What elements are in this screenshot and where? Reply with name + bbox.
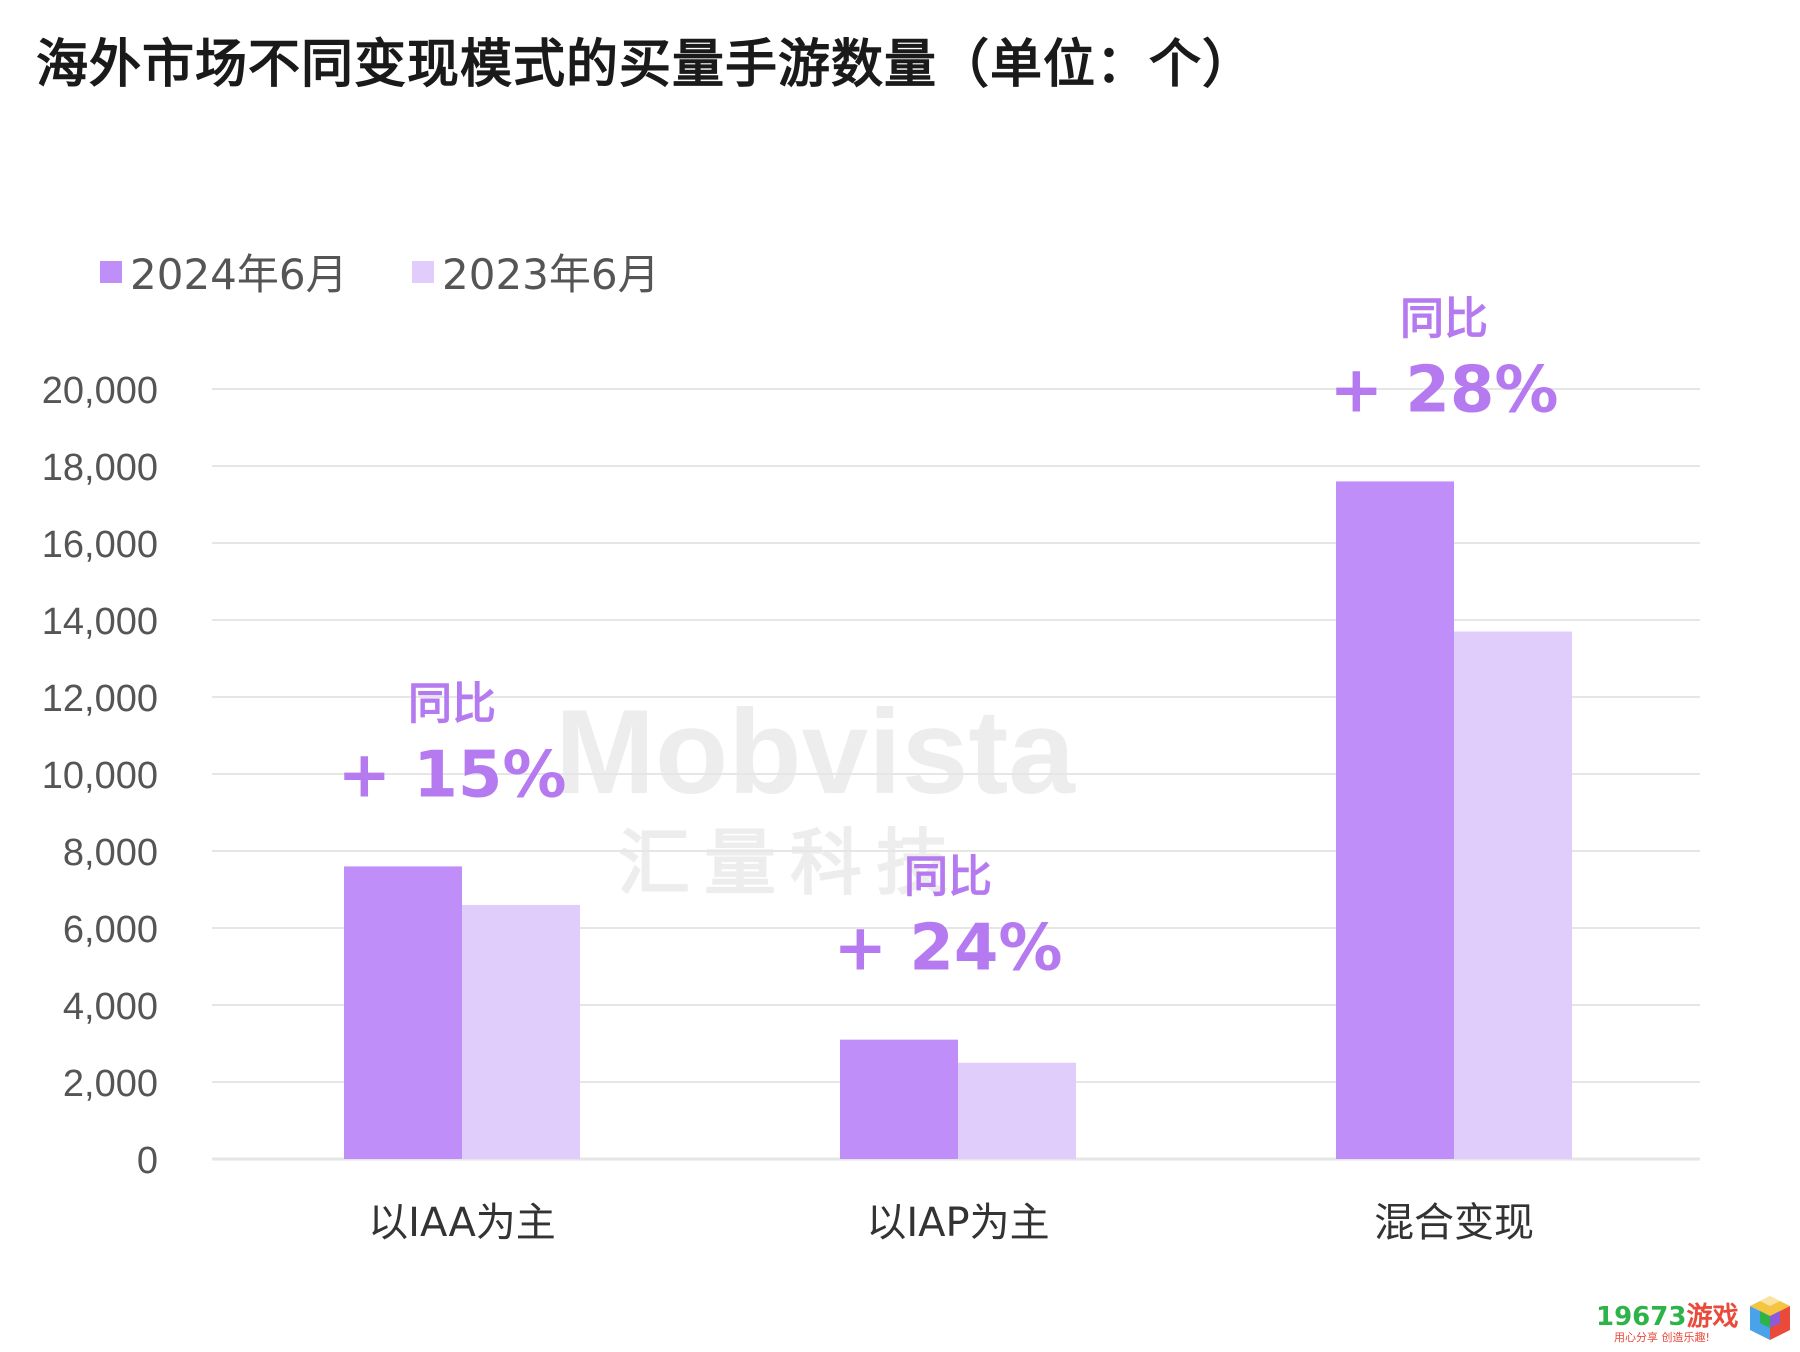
cube-icon	[1750, 1296, 1790, 1340]
annotation-value: + 24%	[833, 912, 1062, 986]
x-axis-labels: 以IAA为主 以IAP为主 混合变现	[368, 1200, 1534, 1246]
legend-swatch	[100, 261, 122, 283]
y-tick-label: 8,000	[63, 832, 158, 874]
x-tick-label: 以IAP为主	[866, 1200, 1049, 1246]
y-tick-label: 16,000	[42, 524, 158, 566]
site-logo: 19673游戏 用心分享 创造乐趣!	[1596, 1296, 1786, 1344]
bar-series2-1	[958, 1062, 1076, 1159]
y-axis-ticks: 0 2,000 4,000 6,000 8,000 10,000 12,000 14,000 1…	[42, 370, 158, 1182]
annotation-label: 同比	[408, 678, 496, 729]
y-tick-label: 18,000	[42, 447, 158, 489]
y-tick-label: 12,000	[42, 678, 158, 720]
logo-cn: 游戏	[1686, 1302, 1739, 1332]
watermark-mobvista: Mobvista	[555, 685, 1076, 819]
y-tick-label: 0	[137, 1140, 158, 1182]
logo-number: 19673	[1596, 1302, 1687, 1332]
annotations: 同比 + 15% 同比 + 24% 同比 + 28%	[337, 293, 1558, 985]
y-tick-label: 4,000	[63, 986, 158, 1028]
watermark: Mobvista 汇量科技	[555, 685, 1076, 905]
bar-series1-0	[344, 866, 462, 1159]
annotation-value: + 15%	[337, 738, 566, 812]
chart-title: 海外市场不同变现模式的买量手游数量（单位：个）	[36, 35, 1256, 95]
legend-swatch	[412, 261, 434, 283]
bar-series2-0	[462, 904, 580, 1159]
legend-label: 2023年6月	[442, 250, 660, 299]
y-tick-label: 14,000	[42, 601, 158, 643]
annotation-label: 同比	[904, 852, 992, 903]
legend: 2024年6月 2023年6月	[100, 250, 660, 299]
logo-slogan: 用心分享 创造乐趣!	[1614, 1331, 1710, 1344]
x-tick-label: 以IAA为主	[368, 1200, 556, 1246]
watermark-huiliang: 汇量科技	[618, 821, 962, 905]
y-tick-label: 2,000	[63, 1063, 158, 1105]
legend-label: 2024年6月	[130, 250, 348, 299]
bar-series1-1	[840, 1039, 958, 1159]
bar-series2-2	[1454, 631, 1572, 1159]
annotation-label: 同比	[1400, 293, 1488, 344]
y-tick-label: 10,000	[42, 755, 158, 797]
x-tick-label: 混合变现	[1374, 1200, 1534, 1246]
y-tick-label: 20,000	[42, 370, 158, 412]
bars	[344, 481, 1572, 1159]
bar-series1-2	[1336, 481, 1454, 1159]
annotation-value: + 28%	[1329, 353, 1558, 427]
y-tick-label: 6,000	[63, 909, 158, 951]
